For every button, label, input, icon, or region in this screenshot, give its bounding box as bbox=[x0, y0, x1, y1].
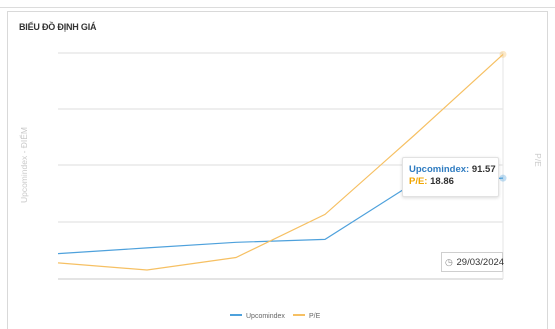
series-line-p-e bbox=[57, 53, 504, 271]
tooltip-pe-value: 18.86 bbox=[430, 176, 454, 187]
legend-label-upcomindex[interactable]: Upcomindex bbox=[246, 313, 285, 320]
tooltip-pe-row: P/E: 18.86 bbox=[409, 176, 498, 188]
tooltip-index-row: Upcomindex: 91.57 bbox=[409, 164, 498, 176]
tooltip-index-label: Upcomindex: bbox=[409, 164, 470, 175]
chart-title: BIỂU ĐỒ ĐỊNH GIÁ bbox=[19, 22, 97, 32]
data-point-p-e[interactable] bbox=[499, 50, 507, 58]
top-strip bbox=[0, 0, 555, 8]
y-axis-right-label: P/E bbox=[533, 153, 543, 167]
crosshair-date-label: ◷ 29/03/2024 bbox=[441, 252, 505, 272]
chart-tooltip: Upcomindex: 91.57 P/E: 18.86 bbox=[402, 157, 499, 197]
tooltip-index-value: 91.57 bbox=[471, 164, 496, 175]
data-point-upcomindex[interactable] bbox=[499, 174, 507, 182]
crosshair-date: 29/03/2024 bbox=[456, 257, 505, 268]
tooltip-pe-label: P/E: bbox=[409, 176, 428, 187]
legend-label-p-e[interactable]: P/E bbox=[309, 313, 321, 320]
y-axis-left-label: Upcomindex - ĐIỂM bbox=[18, 127, 29, 203]
clock-icon: ◷ bbox=[445, 257, 453, 267]
